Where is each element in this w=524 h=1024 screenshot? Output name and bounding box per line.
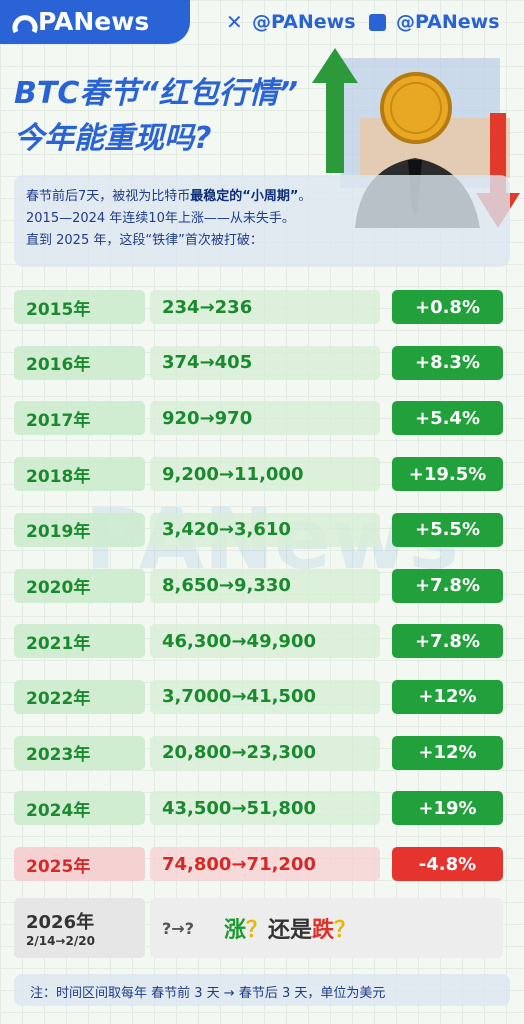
range-cell: 234→236 <box>150 290 380 324</box>
intro-part: 最稳定的“小周期” <box>190 189 299 204</box>
range-cell: 3,7000→41,500 <box>150 679 380 714</box>
year-cell: 2019年 <box>14 512 145 547</box>
title-line: BTC春节“红包行情” <box>14 76 298 111</box>
intro-box <box>14 175 510 267</box>
future-dates: 2/14→2/20 <box>26 934 95 948</box>
year-cell: 2015年 <box>14 290 145 324</box>
year-cell: 2024年 <box>14 791 145 826</box>
change-badge: +7.8% <box>392 624 503 659</box>
x-icon: ✕ <box>226 10 243 34</box>
title-line: 今年能重现吗? <box>14 121 212 156</box>
year-cell: 2022年 <box>14 679 145 714</box>
question-part: 跌 <box>312 918 335 943</box>
future-question: 涨？还是跌？ <box>224 912 356 944</box>
range-cell: 9,200→11,000 <box>150 457 380 492</box>
social-handle: @PANews <box>396 11 500 33</box>
future-cell: ?→? 涨？还是跌？ <box>150 898 503 958</box>
change-badge: +19% <box>392 791 503 826</box>
year-cell: 2025年 <box>14 847 145 881</box>
range-cell: 74,800→71,200 <box>150 847 380 881</box>
logo-text: PANews <box>38 7 150 36</box>
year-cell: 2018年 <box>14 457 145 492</box>
change-badge: +8.3% <box>392 345 503 380</box>
intro-line: 2015—2024 年连续10年上涨——从未失手。 <box>26 208 311 230</box>
change-badge: -4.8% <box>392 847 503 881</box>
note-box <box>14 974 510 1006</box>
range-cell: 920→970 <box>150 401 380 436</box>
future-year: 2026年 <box>26 912 95 933</box>
year-cell: 2016年 <box>14 345 145 380</box>
range-cell: 20,800→23,300 <box>150 735 380 770</box>
future-range: ?→? <box>162 918 194 938</box>
change-badge: +5.4% <box>392 401 503 436</box>
change-badge: +12% <box>392 735 503 770</box>
intro-part: 直到 2025 年，这段“铁律”首次被打破： <box>26 233 263 248</box>
intro-part: 2015—2024 年连续10年上涨——从未失手。 <box>26 211 295 226</box>
change-badge: +19.5% <box>392 457 503 492</box>
question-part: ？ <box>245 918 268 943</box>
social-handle: @PANews <box>252 11 356 33</box>
range-cell: 374→405 <box>150 345 380 380</box>
change-badge: +0.8% <box>392 290 503 324</box>
year-cell: 2021年 <box>14 624 145 659</box>
range-cell: 3,420→3,610 <box>150 512 380 547</box>
app-icon <box>369 14 386 31</box>
note: 注：时间区间取每年 春节前 3 天 → 春节后 3 天，单位为美元 <box>30 986 386 1001</box>
change-badge: +7.8% <box>392 568 503 603</box>
change-badge: +5.5% <box>392 512 503 547</box>
question-part: 涨 <box>223 918 246 943</box>
question-part: 还是 <box>268 918 313 943</box>
year-cell: 2017年 <box>14 401 145 436</box>
range-cell: 8,650→9,330 <box>150 568 380 603</box>
intro-part: 春节前后7天，被视为比特币 <box>26 189 191 204</box>
intro-part: 。 <box>298 189 312 204</box>
intro-line: 直到 2025 年，这段“铁律”首次被打破： <box>26 230 311 252</box>
intro-text: 春节前后7天，被视为比特币最稳定的“小周期”。 2015—2024 年连续10年上… <box>26 186 311 252</box>
question-part: ？ <box>334 918 357 943</box>
future-year-cell: 2026年 2/14→2/20 <box>14 898 145 958</box>
year-cell: 2020年 <box>14 568 145 603</box>
change-badge: +12% <box>392 679 503 714</box>
intro-line: 春节前后7天，被视为比特币最稳定的“小周期”。 <box>26 186 311 208</box>
range-cell: 46,300→49,900 <box>150 624 380 659</box>
range-cell: 43,500→51,800 <box>150 791 380 826</box>
logo-icon <box>12 15 38 34</box>
year-cell: 2023年 <box>14 735 145 770</box>
